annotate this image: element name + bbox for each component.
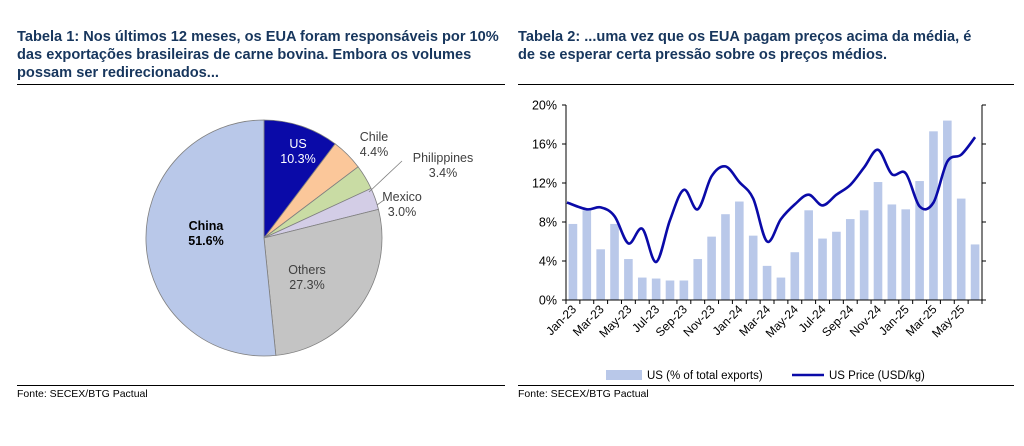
bar-feb-25 <box>915 181 924 300</box>
bar-apr-23 <box>610 223 619 300</box>
bar-sep-24 <box>845 219 855 300</box>
y-tick-label: 4% <box>539 255 557 269</box>
pie-label-philippines: Philippines <box>413 151 473 165</box>
pie-slice-us <box>263 119 336 240</box>
x-tick-label-nov-24: Nov-24 <box>847 302 884 339</box>
bar-jan-24 <box>735 201 744 300</box>
right-source: Fonte: SECEX/BTG Pactual <box>518 388 649 400</box>
pie-label-chile: Chile <box>360 130 389 144</box>
bar-jan-23 <box>568 223 578 300</box>
bar-oct-23 <box>693 259 703 300</box>
line-series-us-price <box>566 136 977 264</box>
y-tick-label: 16% <box>532 138 557 152</box>
bar-aug-24 <box>832 231 841 300</box>
bar-apr-25 <box>943 120 952 300</box>
pie-label-us: US <box>289 137 306 151</box>
bar-feb-24 <box>748 235 758 300</box>
pie-slice-china <box>145 119 277 357</box>
bar-jul-24 <box>818 238 827 300</box>
y-tick-label: 20% <box>532 99 557 113</box>
bar-mar-25 <box>929 131 938 300</box>
bar-may-25 <box>956 198 966 300</box>
bar-nov-24 <box>873 182 883 300</box>
bar-sep-23 <box>679 280 689 300</box>
bar-jun-25 <box>970 244 980 300</box>
bar-mar-23 <box>596 249 605 300</box>
right-title-rule <box>518 84 1014 85</box>
right-chart-title: Tabela 2: ...uma vez que os EUA pagam pr… <box>518 29 972 63</box>
pie-leader-mexico <box>376 199 385 206</box>
bar-may-23 <box>624 259 633 300</box>
bar-oct-24 <box>859 210 869 300</box>
left-title-rule <box>17 84 505 85</box>
left-panel: Tabela 1: Nos últimos 12 meses, os EUA f… <box>0 0 510 446</box>
legend-label-us-price: US Price (USD/kg) <box>829 370 925 382</box>
y-tick-label: 8% <box>539 216 557 230</box>
bar-jul-23 <box>651 278 661 300</box>
pie-value-us: 10.3% <box>280 152 315 166</box>
bar-aug-23 <box>665 280 675 300</box>
legend-swatch-us-share <box>606 370 642 380</box>
bar-mar-24 <box>762 265 772 301</box>
pie-leader-philippines <box>368 160 403 193</box>
bar-jan-25 <box>901 209 911 300</box>
bar-nov-23 <box>707 236 716 301</box>
bar-dec-24 <box>887 204 897 300</box>
x-tick-label-nov-23: Nov-23 <box>680 302 717 339</box>
bar-may-24 <box>790 252 800 300</box>
pie-label-others: Others <box>288 263 326 277</box>
left-source-rule <box>17 385 505 386</box>
bar-apr-24 <box>776 277 786 300</box>
bar-dec-23 <box>721 214 730 300</box>
left-source: Fonte: SECEX/BTG Pactual <box>17 388 148 400</box>
bar-feb-23 <box>582 210 592 300</box>
pie-value-chile: 4.4% <box>360 145 389 159</box>
left-chart-title: Tabela 1: Nos últimos 12 meses, os EUA f… <box>17 29 499 81</box>
pie-slice-others <box>263 208 383 356</box>
pie-label-mexico: Mexico <box>382 190 422 204</box>
legend-label-us-share: US (% of total exports) <box>647 370 763 382</box>
right-panel: Tabela 2: ...uma vez que os EUA pagam pr… <box>516 0 1024 446</box>
pie-value-philippines: 3.4% <box>429 166 458 180</box>
y-tick-label: 12% <box>532 177 557 191</box>
bar-jun-24 <box>804 210 813 300</box>
y-tick-label: 0% <box>539 294 557 308</box>
bar-line-chart: 0%4%8%12%16%20%Jan-23Mar-23May-23Jul-23S… <box>532 99 986 382</box>
pie-value-others: 27.3% <box>289 278 324 292</box>
bar-jun-23 <box>637 277 647 300</box>
pie-label-china: China <box>189 219 225 233</box>
pie-value-china: 51.6% <box>188 234 223 248</box>
pie-value-mexico: 3.0% <box>388 205 417 219</box>
right-source-rule <box>518 385 1014 386</box>
